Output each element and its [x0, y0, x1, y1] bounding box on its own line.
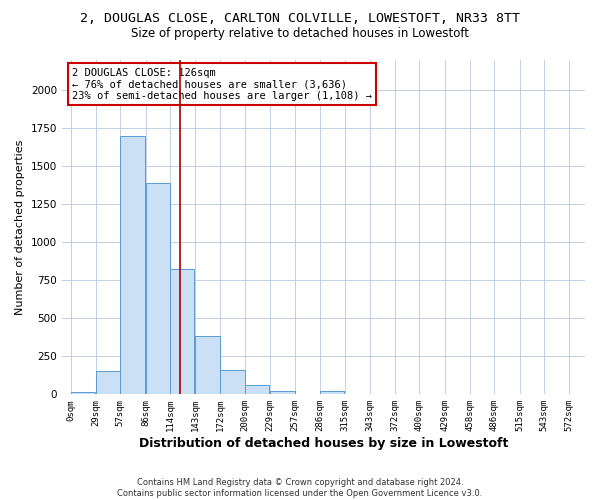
X-axis label: Distribution of detached houses by size in Lowestoft: Distribution of detached houses by size …: [139, 437, 508, 450]
Bar: [270, 390, 295, 394]
Bar: [71, 392, 95, 394]
Text: 2, DOUGLAS CLOSE, CARLTON COLVILLE, LOWESTOFT, NR33 8TT: 2, DOUGLAS CLOSE, CARLTON COLVILLE, LOWE…: [80, 12, 520, 26]
Text: 2 DOUGLAS CLOSE: 126sqm
← 76% of detached houses are smaller (3,636)
23% of semi: 2 DOUGLAS CLOSE: 126sqm ← 76% of detache…: [72, 68, 372, 101]
Bar: [170, 269, 194, 394]
Bar: [146, 183, 170, 394]
Bar: [320, 390, 344, 394]
Text: Size of property relative to detached houses in Lowestoft: Size of property relative to detached ho…: [131, 28, 469, 40]
Bar: [195, 336, 220, 394]
Bar: [120, 136, 145, 394]
Y-axis label: Number of detached properties: Number of detached properties: [15, 140, 25, 315]
Text: Contains HM Land Registry data © Crown copyright and database right 2024.
Contai: Contains HM Land Registry data © Crown c…: [118, 478, 482, 498]
Bar: [220, 370, 245, 394]
Bar: [96, 371, 120, 394]
Bar: [245, 385, 269, 394]
